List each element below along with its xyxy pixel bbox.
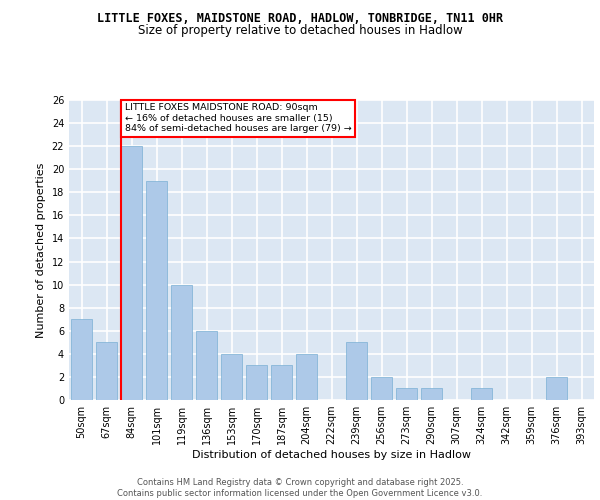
- Bar: [196, 331, 217, 400]
- Bar: [296, 354, 317, 400]
- Bar: [171, 284, 192, 400]
- Bar: [96, 342, 117, 400]
- Bar: [246, 366, 267, 400]
- Bar: [546, 377, 567, 400]
- Bar: [121, 146, 142, 400]
- Y-axis label: Number of detached properties: Number of detached properties: [36, 162, 46, 338]
- Text: Size of property relative to detached houses in Hadlow: Size of property relative to detached ho…: [137, 24, 463, 37]
- Text: Contains HM Land Registry data © Crown copyright and database right 2025.
Contai: Contains HM Land Registry data © Crown c…: [118, 478, 482, 498]
- Bar: [221, 354, 242, 400]
- Bar: [146, 181, 167, 400]
- Bar: [371, 377, 392, 400]
- Bar: [71, 319, 92, 400]
- Bar: [421, 388, 442, 400]
- Bar: [471, 388, 492, 400]
- Bar: [346, 342, 367, 400]
- Bar: [271, 366, 292, 400]
- X-axis label: Distribution of detached houses by size in Hadlow: Distribution of detached houses by size …: [192, 450, 471, 460]
- Bar: [396, 388, 417, 400]
- Text: LITTLE FOXES, MAIDSTONE ROAD, HADLOW, TONBRIDGE, TN11 0HR: LITTLE FOXES, MAIDSTONE ROAD, HADLOW, TO…: [97, 12, 503, 26]
- Text: LITTLE FOXES MAIDSTONE ROAD: 90sqm
← 16% of detached houses are smaller (15)
84%: LITTLE FOXES MAIDSTONE ROAD: 90sqm ← 16%…: [125, 104, 352, 134]
